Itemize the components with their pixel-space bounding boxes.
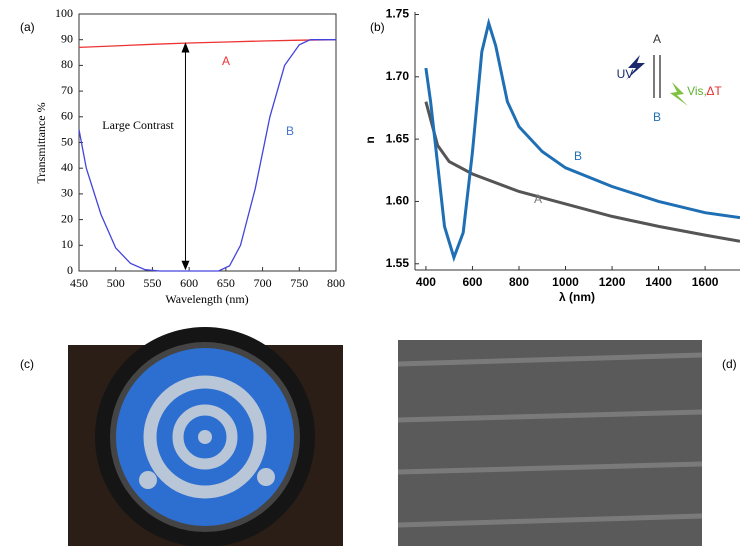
y-tick-label: 70 (61, 83, 73, 97)
dot (139, 471, 157, 489)
x-tick-label: 800 (509, 275, 529, 289)
stripes (397, 352, 703, 528)
uv-bolt (626, 55, 645, 80)
annotation: Large Contrast (102, 118, 174, 132)
dot (198, 430, 212, 444)
x-tick-label: 1400 (645, 275, 672, 289)
y-tick-label: 1.55 (386, 256, 410, 270)
panel-label: (b) (370, 20, 385, 34)
y-tick-label: 1.75 (386, 7, 410, 21)
ring (143, 375, 267, 499)
series-line (424, 17, 740, 263)
y-tick-label: 10 (61, 237, 73, 251)
panel-label: (c) (20, 357, 34, 371)
y-axis-label: n (363, 136, 377, 143)
y-tick-label: 0 (67, 263, 73, 277)
y-tick-label: 90 (61, 31, 73, 45)
annotation: A (222, 54, 230, 68)
x-tick-label: 450 (70, 276, 88, 290)
series-line (424, 101, 740, 243)
x-tick-label: 400 (416, 275, 436, 289)
y-tick-label: 1.60 (386, 194, 410, 208)
x-tick-label: 600 (462, 275, 482, 289)
x-tick-label: 1600 (692, 275, 719, 289)
x-tick-label: 750 (290, 276, 308, 290)
x-tick-label: 700 (254, 276, 272, 290)
ring (172, 404, 238, 470)
panel-label: (a) (20, 20, 35, 34)
series-line (78, 39, 336, 272)
y-axis-label: Transmittance % (34, 102, 48, 183)
series-line (78, 39, 337, 49)
annotation: ΔT (706, 84, 722, 98)
y-tick-label: 1.65 (386, 131, 410, 145)
y-tick-label: 100 (55, 6, 73, 20)
y-tick-label: 20 (61, 211, 73, 225)
arrow-head (181, 260, 190, 271)
annotation: UV (617, 67, 634, 81)
y-tick-label: 80 (61, 57, 73, 71)
y-tick-label: 40 (61, 160, 73, 174)
x-tick-label: 800 (327, 276, 345, 290)
panel-label: (d) (722, 357, 737, 371)
vis-bolt (670, 82, 688, 106)
dot (257, 468, 275, 486)
x-axis-label: λ (nm) (559, 290, 595, 304)
y-tick-label: 50 (61, 134, 73, 148)
photo-d (398, 340, 702, 546)
annotation: B (574, 149, 582, 163)
x-tick-label: 650 (217, 276, 235, 290)
annotation: B (286, 124, 294, 138)
y-tick-label: 60 (61, 109, 73, 123)
x-tick-label: 1000 (552, 275, 579, 289)
x-tick-label: 1200 (599, 275, 626, 289)
annotation: A (534, 192, 542, 206)
x-tick-label: 600 (180, 276, 198, 290)
y-tick-label: 30 (61, 186, 73, 200)
annotation: B (653, 110, 661, 124)
annotation: Vis, (687, 84, 707, 98)
y-tick-label: 1.70 (386, 69, 410, 83)
inset-arrows (653, 55, 661, 98)
arrow-head (181, 42, 190, 53)
annotation: A (653, 32, 661, 46)
plot-frame (78, 13, 337, 272)
x-axis-label: Wavelength (nm) (165, 292, 248, 306)
x-tick-label: 500 (107, 276, 125, 290)
x-tick-label: 550 (143, 276, 161, 290)
